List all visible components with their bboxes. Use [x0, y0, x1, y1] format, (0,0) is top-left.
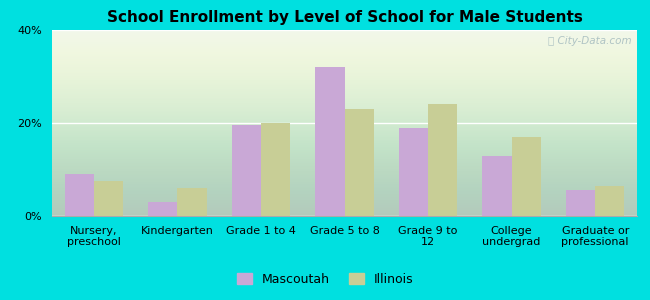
Bar — [566, 190, 595, 216]
Bar — [428, 104, 458, 216]
Bar — [512, 137, 541, 216]
Bar — [399, 128, 428, 216]
Bar — [595, 186, 625, 216]
Bar — [482, 155, 512, 216]
Bar — [344, 109, 374, 216]
Title: School Enrollment by Level of School for Male Students: School Enrollment by Level of School for… — [107, 10, 582, 25]
Bar — [231, 125, 261, 216]
Bar — [261, 123, 290, 216]
Bar — [94, 181, 123, 216]
Bar — [177, 188, 207, 216]
Bar — [64, 174, 94, 216]
Bar — [148, 202, 177, 216]
Bar — [315, 67, 344, 216]
Text: ⓘ City-Data.com: ⓘ City-Data.com — [547, 36, 631, 46]
Legend: Mascoutah, Illinois: Mascoutah, Illinois — [232, 268, 418, 291]
